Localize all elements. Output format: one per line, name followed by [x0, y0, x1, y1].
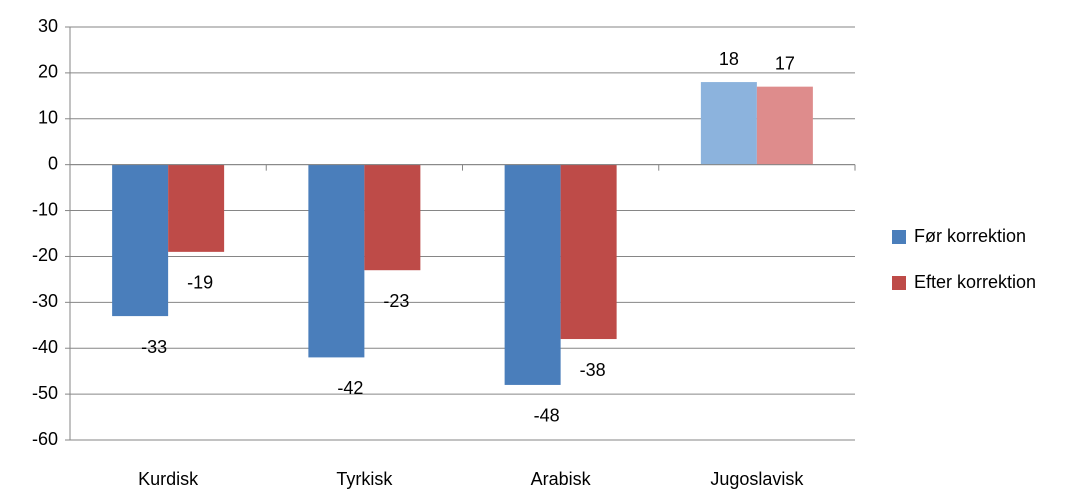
data-label: -33 [141, 337, 167, 357]
y-tick-label: -10 [32, 199, 58, 219]
y-tick-label: -40 [32, 337, 58, 357]
data-label: 17 [775, 53, 795, 73]
x-tick-label: Arabisk [531, 469, 592, 489]
legend-swatch [892, 230, 906, 244]
x-tick-label: Jugoslavisk [710, 469, 804, 489]
x-tick-label: Kurdisk [138, 469, 199, 489]
y-tick-label: 0 [48, 153, 58, 173]
y-tick-label: 10 [38, 108, 58, 128]
x-tick-label: Tyrkisk [336, 469, 393, 489]
bar [504, 164, 561, 385]
data-label: -48 [534, 406, 560, 426]
y-tick-label: -50 [32, 383, 58, 403]
bar [112, 164, 169, 317]
legend-swatch [892, 276, 906, 290]
bar [700, 82, 757, 165]
bar [560, 164, 617, 340]
legend-label: Før korrektion [914, 226, 1026, 246]
bar [308, 164, 365, 358]
y-tick-label: -60 [32, 429, 58, 449]
y-tick-label: 20 [38, 62, 58, 82]
y-tick-label: -30 [32, 291, 58, 311]
data-label: -19 [187, 273, 213, 293]
y-tick-label: 30 [38, 16, 58, 36]
bar [756, 86, 813, 165]
legend-label: Efter korrektion [914, 272, 1036, 292]
data-label: -38 [580, 360, 606, 380]
y-tick-label: -20 [32, 245, 58, 265]
data-label: -42 [337, 378, 363, 398]
bar [364, 164, 421, 271]
bar [168, 164, 225, 252]
data-label: -23 [383, 291, 409, 311]
data-label: 18 [719, 49, 739, 69]
